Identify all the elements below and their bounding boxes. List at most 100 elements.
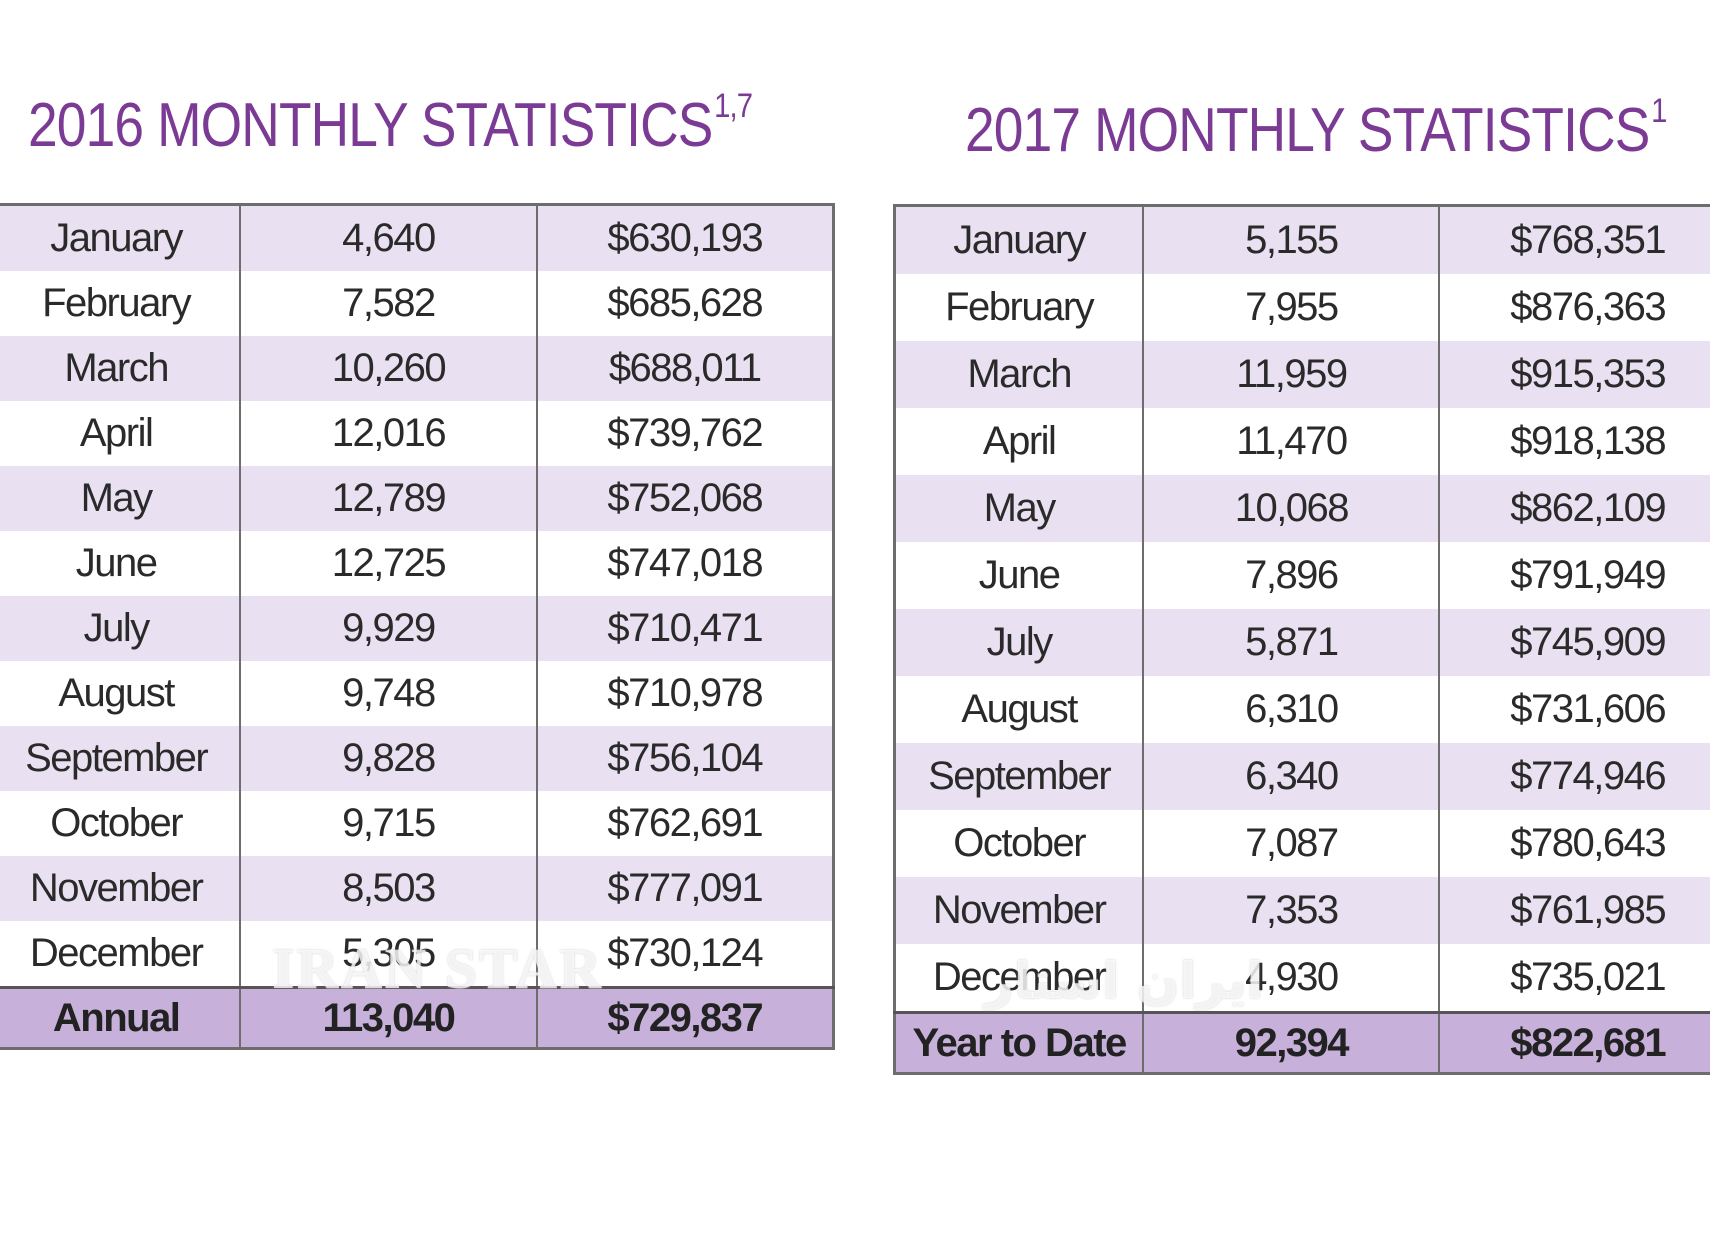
price-cell: $791,949: [1438, 542, 1710, 609]
table-row: April 11,470 $918,138: [893, 408, 1710, 475]
count-cell: 7,955: [1142, 274, 1441, 341]
stats-panel-2016: 2016 MONTHLY STATISTICS1,7 January 4,640 $…: [0, 89, 835, 1050]
month-cell: March: [0, 336, 242, 401]
table-title-2016: 2016 MONTHLY STATISTICS1,7: [28, 89, 753, 173]
table-row: January 4,640 $630,193: [0, 204, 835, 271]
price-cell: $688,011: [535, 336, 835, 401]
title-text: 2017 MONTHLY STATISTICS: [965, 96, 1650, 165]
table-row: February 7,955 $876,363: [893, 274, 1710, 341]
count-cell: 7,896: [1142, 542, 1441, 609]
table-row: October 9,715 $762,691: [0, 791, 835, 856]
table-row: January 5,155 $768,351: [893, 205, 1710, 274]
price-cell: $918,138: [1438, 408, 1710, 475]
table-row: March 11,959 $915,353: [893, 341, 1710, 408]
month-cell: November: [0, 856, 242, 921]
month-cell: February: [0, 271, 242, 336]
month-cell: January: [0, 204, 242, 271]
price-cell: $731,606: [1438, 676, 1710, 743]
month-cell: September: [893, 743, 1145, 810]
price-cell: $739,762: [535, 401, 835, 466]
count-cell: 9,715: [239, 791, 538, 856]
price-cell: $745,909: [1438, 609, 1710, 676]
month-cell: June: [0, 531, 242, 596]
month-cell: February: [893, 274, 1145, 341]
price-cell: $710,471: [535, 596, 835, 661]
price-cell: $756,104: [535, 726, 835, 791]
month-cell: October: [893, 810, 1145, 877]
month-cell: April: [893, 408, 1145, 475]
table-row: September 6,340 $774,946: [893, 743, 1710, 810]
price-cell: $915,353: [1438, 341, 1710, 408]
table-row: August 9,748 $710,978: [0, 661, 835, 726]
count-cell: 10,260: [239, 336, 538, 401]
month-cell: May: [893, 475, 1145, 542]
count-cell: 6,310: [1142, 676, 1441, 743]
price-cell: $780,643: [1438, 810, 1710, 877]
total-row: Year to Date 92,394 $822,681: [893, 1011, 1710, 1074]
table-row: November 8,503 $777,091: [0, 856, 835, 921]
month-cell: October: [0, 791, 242, 856]
count-cell: 7,087: [1142, 810, 1441, 877]
count-cell: 12,725: [239, 531, 538, 596]
table-row: July 9,929 $710,471: [0, 596, 835, 661]
total-label: Annual: [0, 986, 242, 1049]
month-cell: April: [0, 401, 242, 466]
count-cell: 8,503: [239, 856, 538, 921]
month-cell: January: [893, 205, 1145, 274]
month-cell: August: [0, 661, 242, 726]
stats-table-2017: January 5,155 $768,351 February 7,955 $876,3…: [893, 204, 1710, 1075]
price-cell: $774,946: [1438, 743, 1710, 810]
count-cell: 4,930: [1142, 944, 1441, 1013]
table-row: March 10,260 $688,011: [0, 336, 835, 401]
title-text: 2016 MONTHLY STATISTICS: [28, 91, 713, 160]
month-cell: March: [893, 341, 1145, 408]
month-cell: May: [0, 466, 242, 531]
count-cell: 12,789: [239, 466, 538, 531]
table-row: December 5,305 $730,124: [0, 921, 835, 988]
count-cell: 5,305: [239, 921, 538, 988]
count-cell: 4,640: [239, 204, 538, 271]
month-cell: August: [893, 676, 1145, 743]
count-cell: 9,748: [239, 661, 538, 726]
table-row: April 12,016 $739,762: [0, 401, 835, 466]
total-price: $729,837: [535, 986, 835, 1049]
title-footnote: 1,7: [714, 87, 753, 125]
total-count: 113,040: [239, 986, 538, 1049]
price-cell: $685,628: [535, 271, 835, 336]
month-cell: July: [893, 609, 1145, 676]
stats-table-2016: January 4,640 $630,193 February 7,582 $685,6…: [0, 203, 835, 1050]
table-row: July 5,871 $745,909: [893, 609, 1710, 676]
price-cell: $768,351: [1438, 205, 1710, 274]
month-cell: December: [0, 921, 242, 988]
month-cell: June: [893, 542, 1145, 609]
count-cell: 7,353: [1142, 877, 1441, 944]
table-row: September 9,828 $756,104: [0, 726, 835, 791]
price-cell: $777,091: [535, 856, 835, 921]
price-cell: $747,018: [535, 531, 835, 596]
count-cell: 5,871: [1142, 609, 1441, 676]
stats-panel-2017: 2017 MONTHLY STATISTICS1 January 5,155 $76…: [893, 94, 1710, 1075]
table-row: August 6,310 $731,606: [893, 676, 1710, 743]
count-cell: 12,016: [239, 401, 538, 466]
title-footnote: 1: [1651, 92, 1667, 130]
total-label: Year to Date: [893, 1011, 1145, 1074]
total-row: Annual 113,040 $729,837: [0, 986, 835, 1049]
count-cell: 9,828: [239, 726, 538, 791]
count-cell: 9,929: [239, 596, 538, 661]
table-row: November 7,353 $761,985: [893, 877, 1710, 944]
month-cell: December: [893, 944, 1145, 1013]
month-cell: September: [0, 726, 242, 791]
count-cell: 10,068: [1142, 475, 1441, 542]
price-cell: $761,985: [1438, 877, 1710, 944]
table-row: December 4,930 $735,021: [893, 944, 1710, 1013]
price-cell: $862,109: [1438, 475, 1710, 542]
month-cell: July: [0, 596, 242, 661]
table-row: June 12,725 $747,018: [0, 531, 835, 596]
table-row: May 12,789 $752,068: [0, 466, 835, 531]
price-cell: $876,363: [1438, 274, 1710, 341]
table-title-2017: 2017 MONTHLY STATISTICS1: [965, 94, 1667, 178]
price-cell: $630,193: [535, 204, 835, 271]
total-count: 92,394: [1142, 1011, 1441, 1074]
month-cell: November: [893, 877, 1145, 944]
count-cell: 6,340: [1142, 743, 1441, 810]
